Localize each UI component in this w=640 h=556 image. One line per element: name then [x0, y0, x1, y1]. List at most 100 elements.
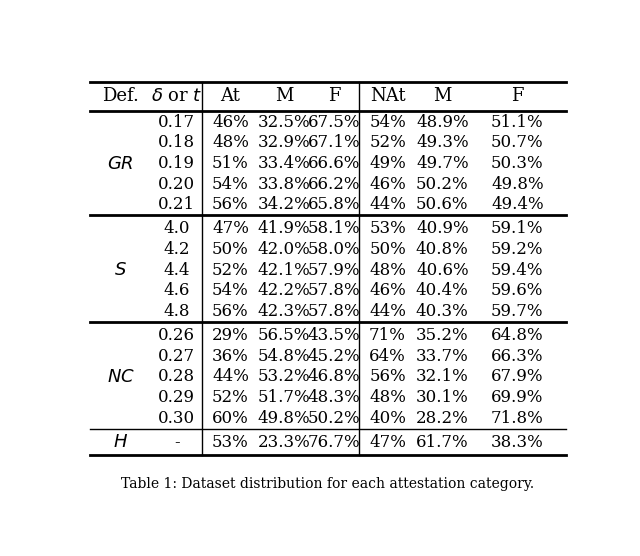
- Text: 48.9%: 48.9%: [416, 114, 468, 131]
- Text: 34.2%: 34.2%: [257, 196, 310, 214]
- Text: 47%: 47%: [369, 434, 406, 451]
- Text: 46%: 46%: [212, 114, 249, 131]
- Text: 49%: 49%: [369, 155, 406, 172]
- Text: M: M: [275, 87, 293, 105]
- Text: 49.8%: 49.8%: [491, 176, 543, 193]
- Text: 40.4%: 40.4%: [416, 282, 468, 300]
- Text: 32.5%: 32.5%: [258, 114, 310, 131]
- Text: 49.3%: 49.3%: [416, 135, 468, 151]
- Text: 48.3%: 48.3%: [308, 389, 360, 406]
- Text: 0.26: 0.26: [158, 327, 195, 344]
- Text: Def.: Def.: [102, 87, 140, 105]
- Text: 66.3%: 66.3%: [491, 348, 543, 365]
- Text: 53%: 53%: [212, 434, 249, 451]
- Text: 58.0%: 58.0%: [308, 241, 360, 258]
- Text: 36%: 36%: [212, 348, 249, 365]
- Text: 59.1%: 59.1%: [491, 220, 543, 237]
- Text: 54%: 54%: [212, 176, 249, 193]
- Text: 59.2%: 59.2%: [491, 241, 543, 258]
- Text: 0.18: 0.18: [158, 135, 195, 151]
- Text: 52%: 52%: [369, 135, 406, 151]
- Text: 66.2%: 66.2%: [308, 176, 360, 193]
- Text: -: -: [174, 434, 180, 451]
- Text: 0.28: 0.28: [158, 369, 195, 385]
- Text: $\mathit{H}$: $\mathit{H}$: [113, 433, 129, 451]
- Text: 71.8%: 71.8%: [491, 410, 543, 427]
- Text: 54.8%: 54.8%: [258, 348, 310, 365]
- Text: 47%: 47%: [212, 220, 249, 237]
- Text: 50.6%: 50.6%: [416, 196, 468, 214]
- Text: 69.9%: 69.9%: [491, 389, 543, 406]
- Text: 53%: 53%: [369, 220, 406, 237]
- Text: 59.4%: 59.4%: [491, 262, 543, 279]
- Text: 50.7%: 50.7%: [491, 135, 543, 151]
- Text: Table 1: Dataset distribution for each attestation category.: Table 1: Dataset distribution for each a…: [122, 477, 534, 491]
- Text: 49.8%: 49.8%: [258, 410, 310, 427]
- Text: 42.3%: 42.3%: [257, 303, 310, 320]
- Text: $\mathit{S}$: $\mathit{S}$: [115, 261, 127, 279]
- Text: 50.3%: 50.3%: [491, 155, 543, 172]
- Text: $\mathit{GR}$: $\mathit{GR}$: [108, 155, 134, 172]
- Text: 23.3%: 23.3%: [257, 434, 310, 451]
- Text: 53.2%: 53.2%: [258, 369, 310, 385]
- Text: 4.2: 4.2: [164, 241, 190, 258]
- Text: NAt: NAt: [370, 87, 405, 105]
- Text: 32.9%: 32.9%: [258, 135, 310, 151]
- Text: 48%: 48%: [212, 135, 249, 151]
- Text: 0.20: 0.20: [158, 176, 195, 193]
- Text: 4.6: 4.6: [164, 282, 190, 300]
- Text: 64.8%: 64.8%: [491, 327, 543, 344]
- Text: 50%: 50%: [369, 241, 406, 258]
- Text: 71%: 71%: [369, 327, 406, 344]
- Text: 0.27: 0.27: [158, 348, 195, 365]
- Text: 40.9%: 40.9%: [416, 220, 468, 237]
- Text: 0.30: 0.30: [158, 410, 195, 427]
- Text: 0.21: 0.21: [158, 196, 195, 214]
- Text: 42.0%: 42.0%: [257, 241, 310, 258]
- Text: 40%: 40%: [369, 410, 406, 427]
- Text: 57.9%: 57.9%: [308, 262, 360, 279]
- Text: 48%: 48%: [369, 389, 406, 406]
- Text: 38.3%: 38.3%: [491, 434, 543, 451]
- Text: $\mathit{NC}$: $\mathit{NC}$: [107, 368, 135, 386]
- Text: 35.2%: 35.2%: [416, 327, 468, 344]
- Text: At: At: [220, 87, 241, 105]
- Text: 54%: 54%: [369, 114, 406, 131]
- Text: 67.5%: 67.5%: [308, 114, 360, 131]
- Text: 42.1%: 42.1%: [257, 262, 310, 279]
- Text: 64%: 64%: [369, 348, 406, 365]
- Text: 67.1%: 67.1%: [308, 135, 360, 151]
- Text: 65.8%: 65.8%: [308, 196, 360, 214]
- Text: 50.2%: 50.2%: [416, 176, 468, 193]
- Text: 51.1%: 51.1%: [491, 114, 543, 131]
- Text: 56.5%: 56.5%: [258, 327, 310, 344]
- Text: 28.2%: 28.2%: [416, 410, 468, 427]
- Text: 54%: 54%: [212, 282, 249, 300]
- Text: 44%: 44%: [369, 303, 406, 320]
- Text: 48%: 48%: [369, 262, 406, 279]
- Text: 51%: 51%: [212, 155, 249, 172]
- Text: 59.7%: 59.7%: [491, 303, 543, 320]
- Text: 56%: 56%: [369, 369, 406, 385]
- Text: 76.7%: 76.7%: [308, 434, 360, 451]
- Text: 32.1%: 32.1%: [416, 369, 468, 385]
- Text: 51.7%: 51.7%: [258, 389, 310, 406]
- Text: 40.8%: 40.8%: [416, 241, 468, 258]
- Text: 50.2%: 50.2%: [308, 410, 360, 427]
- Text: 61.7%: 61.7%: [416, 434, 468, 451]
- Text: 29%: 29%: [212, 327, 249, 344]
- Text: 4.0: 4.0: [164, 220, 190, 237]
- Text: 0.19: 0.19: [158, 155, 195, 172]
- Text: 46.8%: 46.8%: [308, 369, 360, 385]
- Text: 57.8%: 57.8%: [308, 303, 360, 320]
- Text: F: F: [328, 87, 340, 105]
- Text: 44%: 44%: [212, 369, 249, 385]
- Text: 33.7%: 33.7%: [416, 348, 468, 365]
- Text: 0.29: 0.29: [158, 389, 195, 406]
- Text: 44%: 44%: [369, 196, 406, 214]
- Text: 57.8%: 57.8%: [308, 282, 360, 300]
- Text: 41.9%: 41.9%: [258, 220, 310, 237]
- Text: 49.4%: 49.4%: [491, 196, 543, 214]
- Text: 56%: 56%: [212, 196, 249, 214]
- Text: 33.8%: 33.8%: [257, 176, 310, 193]
